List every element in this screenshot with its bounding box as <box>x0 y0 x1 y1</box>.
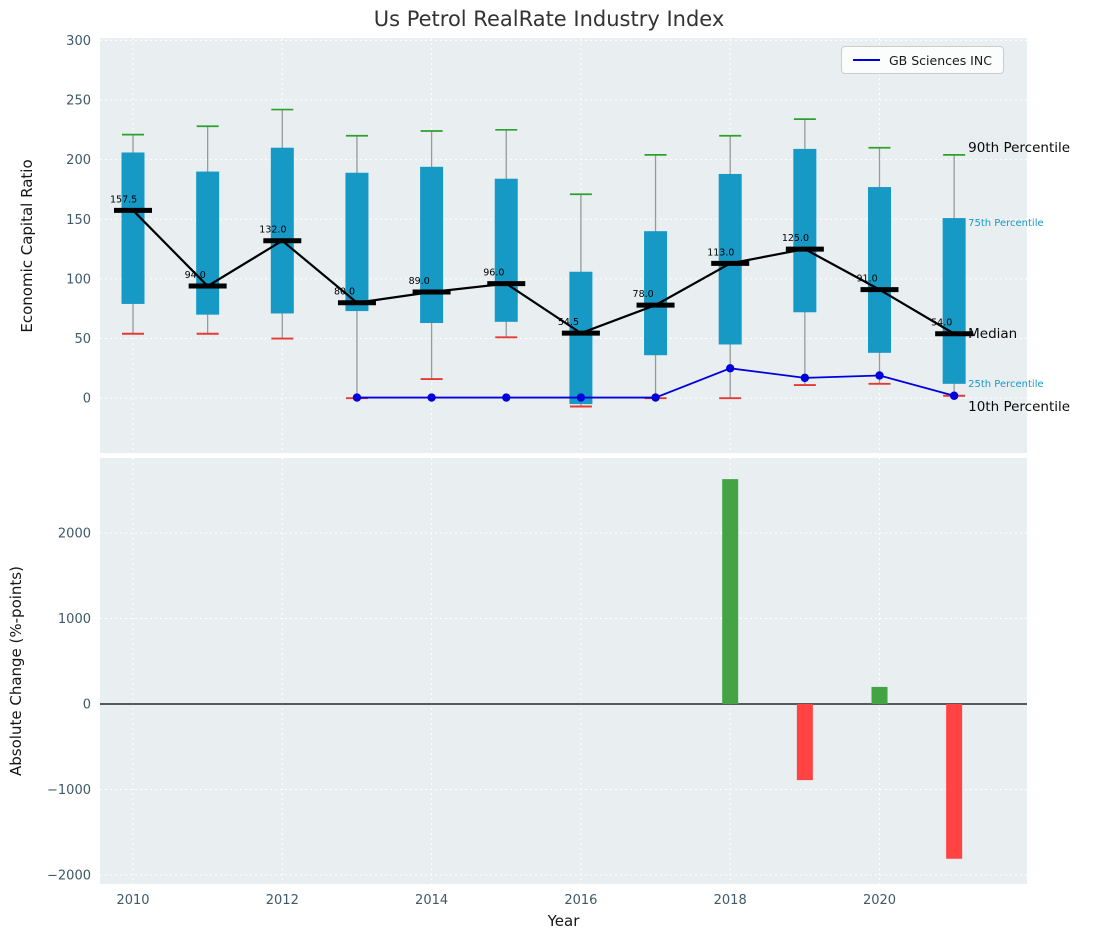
annotation-10th-percentile: 10th Percentile <box>968 399 1070 415</box>
median-trend-line <box>132 209 955 335</box>
bottom-y-tick-label: −2000 <box>47 869 91 884</box>
x-tick-label: 2012 <box>266 893 299 908</box>
annotation-25th-percentile: 25th Percentile <box>968 379 1044 390</box>
median-value-label-2013: 80.0 <box>334 287 355 298</box>
change-bar-2020 <box>871 686 888 705</box>
iqr-box-2013 <box>345 172 369 312</box>
x-tick-label: 2018 <box>714 893 747 908</box>
legend-series-label: GB Sciences INC <box>889 52 992 68</box>
median-value-label-2011: 94.0 <box>185 270 206 281</box>
top-y-tick-label: 150 <box>66 213 91 228</box>
company-point-2017 <box>651 393 660 402</box>
legend-line-sample <box>853 59 880 61</box>
annotation-75th-percentile: 75th Percentile <box>968 218 1044 229</box>
iqr-box-2016 <box>569 271 593 405</box>
top-y-tick-label: 250 <box>66 94 91 109</box>
median-value-label-2021: 54.0 <box>931 318 952 329</box>
iqr-box-2018 <box>718 173 742 345</box>
bottom-y-tick-label: −1000 <box>47 783 91 798</box>
company-point-2021 <box>949 391 959 400</box>
x-tick-label: 2010 <box>116 893 149 908</box>
x-tick-label: 2016 <box>564 893 597 908</box>
x-tick-label: 2014 <box>415 893 448 908</box>
median-value-label-2015: 96.0 <box>483 268 504 279</box>
company-point-2018 <box>726 364 735 373</box>
annotation-90th-percentile: 90th Percentile <box>968 140 1070 156</box>
bottom-y-tick-label: 2000 <box>58 526 91 541</box>
iqr-box-2012 <box>270 147 294 314</box>
top-y-tick-label: 200 <box>66 153 91 168</box>
bottom-y-tick-label: 0 <box>83 698 91 713</box>
annotation-median: Median <box>968 326 1017 342</box>
median-value-label-2014: 89.0 <box>409 276 430 287</box>
company-point-2015 <box>502 393 511 402</box>
bottom-y-axis-label: Absolute Change (%-points) <box>7 566 25 776</box>
company-point-2019 <box>800 373 810 383</box>
legend: GB Sciences INC <box>841 46 1004 74</box>
median-value-label-2017: 78.0 <box>633 289 654 300</box>
bottom-y-tick-label: 1000 <box>58 612 91 627</box>
bottom-plot-area <box>100 458 1027 884</box>
top-y-tick-label: 50 <box>74 332 91 347</box>
company-point-2014 <box>427 393 436 402</box>
median-value-label-2012: 132.0 <box>259 225 286 236</box>
median-value-label-2010: 157.5 <box>110 194 137 205</box>
iqr-box-2011 <box>196 171 220 315</box>
x-axis-label: Year <box>547 912 580 930</box>
chart-title: Us Petrol RealRate Industry Index <box>373 7 725 31</box>
iqr-box-2015 <box>494 178 518 322</box>
median-value-label-2020: 91.0 <box>857 274 878 285</box>
iqr-box-2020 <box>868 187 891 353</box>
top-y-axis-label: Economic Capital Ratio <box>18 159 36 333</box>
median-value-label-2018: 113.0 <box>707 247 734 258</box>
iqr-box-2019 <box>793 148 817 313</box>
iqr-box-2014 <box>420 166 444 324</box>
company-point-2013 <box>352 393 362 402</box>
change-bar-2019 <box>796 704 813 781</box>
company-point-2016 <box>576 393 586 402</box>
iqr-box-2017 <box>644 231 668 356</box>
iqr-box-2021 <box>942 218 966 384</box>
change-bar-2021 <box>946 704 963 859</box>
median-value-label-2016: 54.5 <box>558 317 579 328</box>
median-value-label-2019: 125.0 <box>782 233 809 244</box>
iqr-box-2010 <box>121 152 145 304</box>
top-y-tick-label: 100 <box>66 272 91 287</box>
top-y-tick-label: 300 <box>66 34 91 49</box>
company-point-2020 <box>875 371 884 380</box>
top-y-tick-label: 0 <box>83 392 91 407</box>
change-bar-2018 <box>722 479 739 705</box>
x-tick-label: 2020 <box>863 893 896 908</box>
